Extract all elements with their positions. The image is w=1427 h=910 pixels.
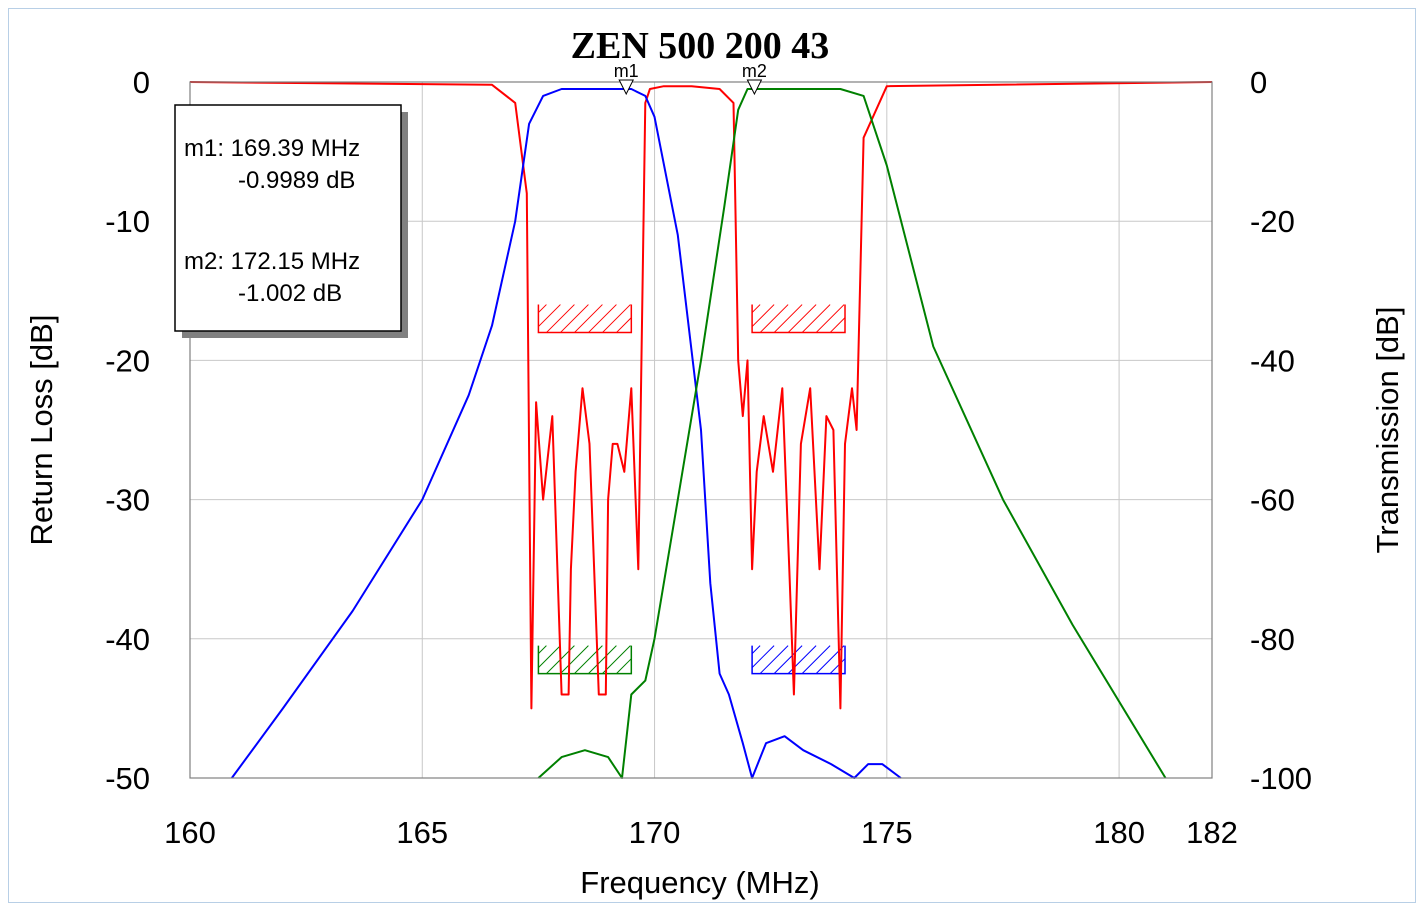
mask-outline	[751, 304, 846, 334]
y-left-tick-label: -10	[105, 204, 150, 239]
y-right-tick-label: -100	[1250, 761, 1312, 796]
mask-hatch	[630, 331, 632, 333]
marker-label: m2	[742, 61, 767, 81]
y-right-tick-label: -80	[1250, 622, 1295, 657]
mask-hatch	[751, 304, 775, 327]
x-tick-label: 180	[1093, 815, 1145, 850]
chart-title: ZEN 500 200 43	[571, 25, 830, 67]
legend-m2-value: -1.002 dB	[238, 280, 342, 307]
mask-hatch	[546, 304, 575, 333]
tick-labels: 160 165 170 175 180 182 0 -10 -20 -30 -40 -50 0 -20 -4…	[105, 65, 1312, 850]
mask-hatch	[538, 645, 561, 668]
mask-outline	[537, 304, 633, 334]
x-tick-label: 175	[861, 815, 913, 850]
legend-m2-freq: m2: 172.15 MHz	[184, 248, 360, 275]
x-axis-label: Frequency (MHz)	[580, 865, 819, 900]
plot-border	[189, 81, 1213, 779]
series-lines	[189, 81, 1213, 779]
mask-hatch	[759, 645, 789, 674]
mask-hatch	[574, 304, 603, 333]
mask-hatch	[538, 645, 547, 654]
legend-m1-value: -0.9989 dB	[238, 167, 355, 194]
y-right-tick-label: -40	[1250, 343, 1295, 378]
markers: m1 m2	[614, 61, 767, 96]
x-tick-label: 165	[396, 815, 448, 850]
mask-hatch	[759, 304, 789, 333]
x-tick-label: 160	[164, 815, 216, 850]
y-right-tick-label: 0	[1250, 65, 1267, 100]
mask-hatch	[616, 317, 632, 333]
mask-hatch	[751, 645, 761, 654]
mask-hatch	[801, 304, 831, 333]
x-tick-label: 182	[1186, 815, 1238, 850]
mask-hatch	[560, 304, 589, 333]
mask-hatch	[751, 645, 775, 668]
mask-box	[751, 304, 846, 334]
mask-hatch	[538, 304, 561, 327]
y-left-tick-label: -20	[105, 343, 150, 378]
marker-triangle	[618, 79, 635, 96]
legend-m1-freq: m1: 169.39 MHz	[184, 135, 360, 162]
mask-hatch	[602, 304, 631, 333]
mask-hatch	[560, 645, 589, 674]
mask-outline	[537, 645, 633, 675]
marker-label: m1	[614, 61, 639, 81]
y-right-tick-label: -20	[1250, 204, 1295, 239]
mask-hatch	[829, 658, 846, 674]
mask-hatch	[588, 304, 617, 333]
mask-hatch	[616, 658, 632, 674]
mask-hatch	[751, 304, 761, 313]
series-line-0	[189, 81, 1213, 710]
series-line-2	[537, 88, 1167, 779]
mask-hatch	[829, 317, 846, 333]
mask-hatch	[630, 672, 632, 674]
marker-legend-box: m1: 169.39 MHz -0.9989 dB m2: 172.15 MHz…	[174, 104, 408, 338]
y-left-tick-label: -30	[105, 483, 150, 518]
y-left-tick-label: 0	[133, 65, 150, 100]
mask-hatch	[843, 331, 846, 333]
mask-outline	[751, 645, 846, 675]
mask-box	[537, 645, 633, 675]
plot-area-border	[189, 81, 1213, 779]
mask-hatch	[773, 304, 803, 333]
mask-hatch	[801, 645, 831, 674]
y-left-tick-label: -40	[105, 622, 150, 657]
y-left-tick-label: -50	[105, 761, 150, 796]
mask-hatch	[815, 304, 845, 333]
mask-hatch	[538, 304, 547, 313]
mask-box	[537, 304, 633, 334]
mask-hatch	[773, 645, 803, 674]
y-right-tick-label: -60	[1250, 483, 1295, 518]
mask-hatch	[787, 304, 817, 333]
y-left-axis-label: Return Loss [dB]	[24, 315, 59, 546]
y-right-axis-label: Transmission [dB]	[1370, 307, 1405, 554]
mask-hatch	[843, 672, 846, 674]
marker-triangle	[746, 79, 763, 96]
spec-masks	[537, 304, 846, 675]
mask-box	[751, 645, 846, 675]
mask-hatch	[588, 645, 617, 674]
x-tick-label: 170	[629, 815, 681, 850]
series-line-1	[230, 88, 902, 779]
